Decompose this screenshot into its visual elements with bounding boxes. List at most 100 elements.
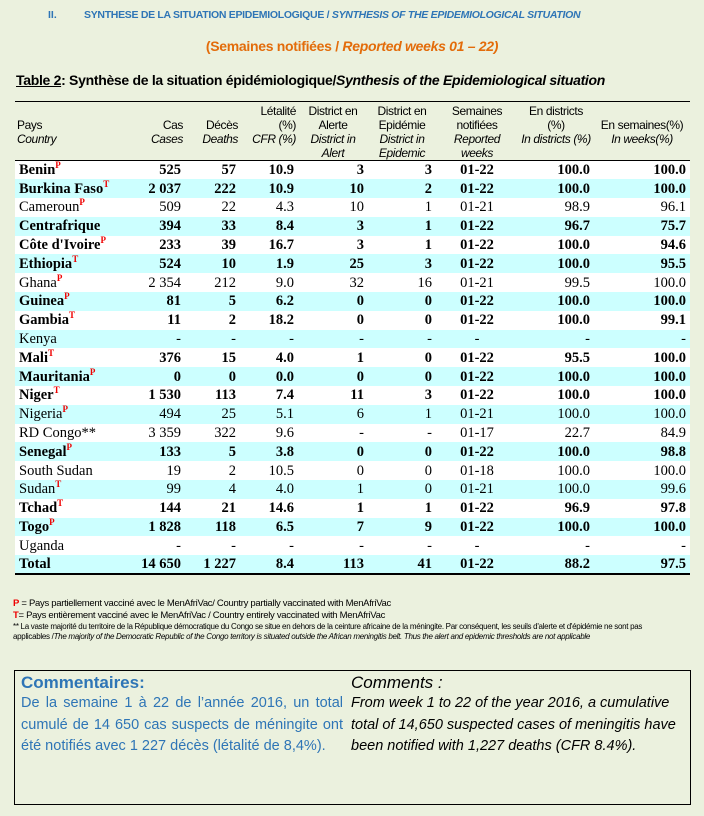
data-cell: 8.4 bbox=[275, 556, 294, 573]
data-cell: 98.9 bbox=[564, 199, 590, 216]
table-row: BeninP 525 57 10.9 3 3 01-22 100.0 100.0 bbox=[15, 160, 690, 180]
column-header-fr: Semaines notifiées bbox=[451, 104, 503, 132]
data-cell: 14 650 bbox=[141, 556, 181, 573]
column-header-fr: Décès bbox=[205, 118, 238, 132]
country-cell: SenegalP bbox=[15, 442, 133, 461]
column-header-en: Country bbox=[17, 132, 57, 146]
data-cell: 25 bbox=[221, 406, 237, 423]
data-cell: 21 bbox=[221, 500, 237, 517]
data-cell: 5 bbox=[228, 293, 236, 310]
country-name: Burkina Faso bbox=[19, 180, 104, 197]
data-cell: 4.3 bbox=[275, 199, 294, 216]
table-title-en: Synthesis of the Epidemiological situati… bbox=[336, 72, 606, 88]
data-cell: 0 bbox=[424, 349, 432, 366]
column-header-en: In weeks(%) bbox=[611, 132, 673, 146]
data-cell: 98.8 bbox=[660, 443, 686, 460]
data-cell: 01-22 bbox=[460, 519, 494, 536]
data-cell: - bbox=[176, 331, 181, 348]
data-cell: 3 359 bbox=[148, 425, 181, 442]
country-cell: Total bbox=[15, 555, 133, 574]
reported-weeks-line: (Semaines notifiées / Reported weeks 01 … bbox=[0, 38, 704, 54]
data-cell: 100.0 bbox=[557, 462, 590, 479]
vaccination-marker: P bbox=[56, 272, 63, 283]
data-cell: 118 bbox=[215, 519, 236, 536]
data-cell: 3.8 bbox=[275, 443, 294, 460]
vaccination-marker: T bbox=[68, 310, 75, 321]
data-cell: 100.0 bbox=[557, 406, 590, 423]
data-cell: 01-22 bbox=[460, 255, 494, 272]
data-cell: 0 bbox=[356, 462, 364, 479]
data-cell: 11 bbox=[167, 312, 181, 329]
table-row: Uganda - - - - - - - - bbox=[15, 536, 690, 556]
data-cell: 11 bbox=[350, 387, 364, 404]
data-cell: 100.0 bbox=[557, 368, 590, 385]
vaccination-marker: T bbox=[57, 498, 64, 509]
vaccination-marker: P bbox=[66, 441, 73, 452]
country-cell: Centrafrique bbox=[15, 217, 133, 236]
column-header-fr: En districts (%) bbox=[529, 104, 583, 132]
country-name: Ethiopia bbox=[19, 255, 73, 272]
country-name: Kenya bbox=[19, 331, 57, 348]
data-cell: 22.7 bbox=[564, 425, 590, 442]
data-cell: 3 bbox=[424, 387, 432, 404]
data-cell: 100.0 bbox=[653, 368, 686, 385]
data-cell: 100.0 bbox=[653, 406, 686, 423]
data-cell: - bbox=[231, 331, 236, 348]
data-cell: 01-21 bbox=[460, 406, 494, 423]
data-cell: 57 bbox=[221, 162, 237, 179]
data-cell: 0 bbox=[356, 312, 364, 329]
data-cell: 133 bbox=[159, 443, 181, 460]
table-row: NigerT 1 530 113 7.4 11 3 01-22 100.0 100.0 bbox=[15, 386, 690, 405]
data-cell: 144 bbox=[159, 500, 181, 517]
data-cell: 1 bbox=[356, 500, 364, 517]
data-cell: 0 bbox=[356, 443, 364, 460]
column-header-en: CFR (%) bbox=[252, 132, 296, 146]
t-text: = Pays entièrement vacciné avec le MenAf… bbox=[18, 610, 386, 621]
data-cell: 1 227 bbox=[203, 556, 236, 573]
data-cell: 88.2 bbox=[564, 556, 590, 573]
country-name: Sudan bbox=[19, 481, 56, 498]
data-cell: 99.6 bbox=[660, 481, 686, 498]
data-cell: 3 bbox=[356, 237, 364, 254]
data-cell: 7 bbox=[356, 519, 364, 536]
data-cell: 15 bbox=[221, 349, 237, 366]
data-cell: 1 bbox=[424, 237, 432, 254]
section-title-fr: SYNTHESE DE LA SITUATION EPIDEMIOLOGIQUE… bbox=[84, 9, 332, 21]
table-row: TogoP 1 828 118 6.5 7 9 01-22 100.0 100.0 bbox=[15, 518, 690, 537]
table-row: South Sudan 19 2 10.5 0 0 01-18 100.0 100.0 bbox=[15, 461, 690, 481]
data-cell: 3 bbox=[424, 162, 432, 179]
country-name: Togo bbox=[19, 519, 50, 536]
vaccination-marker: P bbox=[64, 291, 70, 302]
data-cell: 100.0 bbox=[653, 162, 686, 179]
country-name: Gambia bbox=[19, 312, 69, 329]
country-name: Senegal bbox=[19, 443, 67, 460]
comments-en: Comments : From week 1 to 22 of the year… bbox=[351, 673, 685, 758]
data-cell: 01-21 bbox=[460, 199, 494, 216]
data-cell: 01-18 bbox=[460, 462, 494, 479]
vaccination-marker: P bbox=[79, 197, 85, 208]
data-cell: 3 bbox=[424, 255, 432, 272]
table-row: MaliT 376 15 4.0 1 0 01-22 95.5 100.0 bbox=[15, 348, 690, 368]
data-cell: 19 bbox=[166, 462, 182, 479]
data-cell: 81 bbox=[166, 293, 182, 310]
data-cell: 33 bbox=[221, 218, 237, 235]
country-cell: TogoP bbox=[15, 518, 133, 537]
data-cell: 100.0 bbox=[557, 180, 590, 197]
data-cell: 113 bbox=[215, 387, 236, 404]
comments-en-title: Comments : bbox=[351, 673, 443, 692]
column-header-en: Cases bbox=[150, 132, 183, 146]
data-cell: 18.2 bbox=[268, 312, 294, 329]
column-header-en: District in Alert bbox=[310, 132, 356, 160]
data-cell: 0 bbox=[424, 443, 432, 460]
data-cell: 25 bbox=[349, 255, 365, 272]
data-cell: 32 bbox=[349, 274, 365, 291]
data-cell: 100.0 bbox=[557, 387, 590, 404]
table-row: SenegalP 133 5 3.8 0 0 01-22 100.0 98.8 bbox=[15, 442, 690, 462]
data-cell: 100.0 bbox=[653, 387, 686, 404]
data-cell: 10 bbox=[349, 180, 365, 197]
weeks-fr: (Semaines notifiées / bbox=[205, 38, 343, 54]
footnote-drc: ** La vaste majorité du territoire de la… bbox=[13, 622, 673, 642]
data-cell: 16 bbox=[417, 274, 433, 291]
country-cell: MaliT bbox=[15, 348, 133, 367]
vaccination-marker: P bbox=[89, 366, 96, 377]
